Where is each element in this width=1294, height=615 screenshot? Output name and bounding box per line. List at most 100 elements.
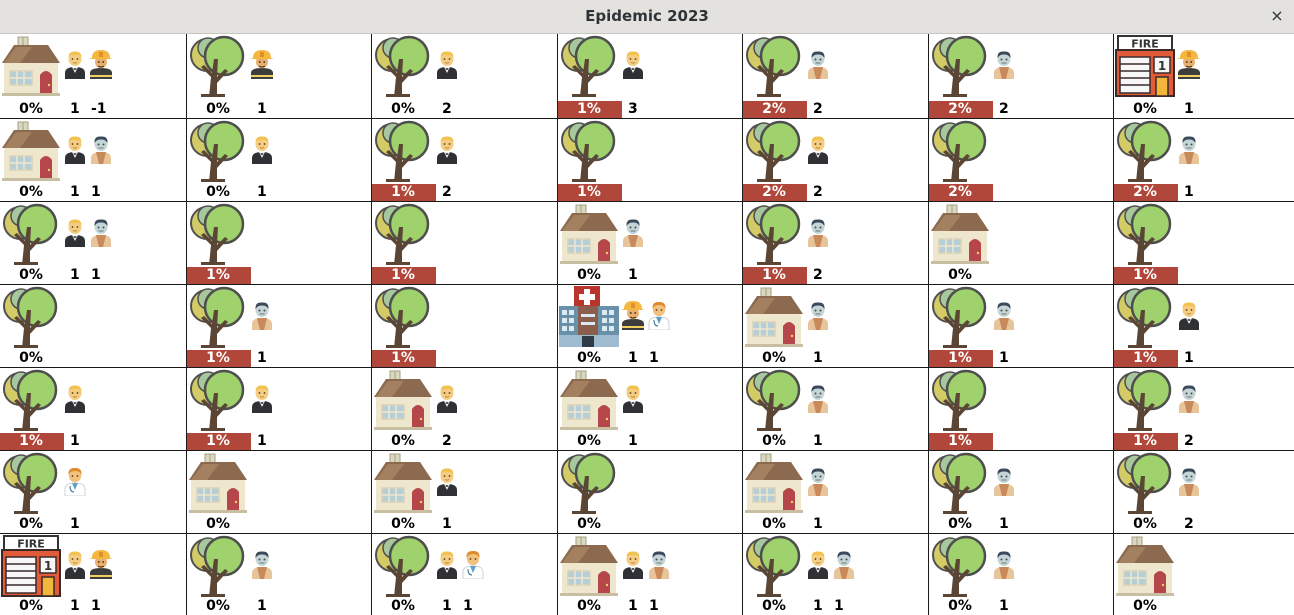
zombie-icon	[805, 383, 831, 413]
infection-bar	[929, 184, 993, 201]
infection-percent: 0%	[762, 598, 786, 614]
zombie-icon	[991, 300, 1017, 330]
tree-icon	[187, 369, 247, 431]
person-count: 2	[442, 101, 452, 117]
grid-cell[interactable]: 0% 1 1	[0, 534, 186, 615]
infection-bar	[1114, 433, 1178, 450]
grid-cell[interactable]: 2% 2	[743, 34, 928, 118]
infection-percent: 0%	[762, 350, 786, 366]
zombie-icon	[805, 217, 831, 247]
grid-cell[interactable]: 0% 1	[187, 34, 371, 118]
grid-cell[interactable]: 1% 3	[558, 34, 742, 118]
grid-cell[interactable]: 1%	[372, 202, 557, 284]
grid-cell[interactable]: 0%	[929, 202, 1113, 284]
tree-icon	[187, 286, 247, 348]
grid-cell[interactable]: 0%	[558, 451, 742, 533]
grid-cell[interactable]: 1% 1	[0, 368, 186, 450]
grid-cell[interactable]: 0% 1	[558, 368, 742, 450]
grid-cell[interactable]: 0% 1	[743, 368, 928, 450]
grid-cell[interactable]: 1%	[929, 368, 1113, 450]
infection-percent: 2%	[762, 184, 786, 200]
person-count: 1	[70, 267, 80, 283]
citizen-icon	[62, 383, 88, 413]
firefighter-icon	[88, 49, 114, 79]
grid-cell[interactable]: 0% 1	[558, 202, 742, 284]
zombie-icon	[991, 466, 1017, 496]
grid-cell[interactable]: 0% 1	[0, 451, 186, 533]
grid-cell[interactable]: 0% 1	[929, 534, 1113, 615]
grid-cell[interactable]: 0%	[187, 451, 371, 533]
grid-cell[interactable]: 1%	[372, 285, 557, 367]
infection-percent: 0%	[19, 598, 43, 614]
grid-cell[interactable]: 0% 1 1	[0, 202, 186, 284]
house-icon	[372, 452, 434, 514]
grid-cell[interactable]: 0% 1	[1114, 34, 1294, 118]
infection-bar	[558, 184, 622, 201]
grid-cell[interactable]: 0% 2	[1114, 451, 1294, 533]
grid-cell[interactable]: 2% 1	[1114, 119, 1294, 201]
grid-cell[interactable]: 2% 2	[929, 34, 1113, 118]
grid-cell[interactable]: 0% 1	[187, 534, 371, 615]
grid-cell[interactable]: 0% 2	[372, 34, 557, 118]
infection-percent: 0%	[19, 184, 43, 200]
grid-cell[interactable]: 0% 1 -1	[0, 34, 186, 118]
infection-bar	[372, 350, 436, 367]
tree-icon	[372, 286, 432, 348]
grid-cell[interactable]: 0%	[0, 285, 186, 367]
person-count: -1	[91, 101, 107, 117]
tree-icon	[743, 203, 803, 265]
grid-cell[interactable]: 2% 2	[743, 119, 928, 201]
grid-cell[interactable]: 1% 2	[1114, 368, 1294, 450]
grid-divider	[371, 34, 372, 615]
infection-bar	[187, 433, 251, 450]
person-count: 1	[1184, 184, 1194, 200]
grid-cell[interactable]: 0% 2	[372, 368, 557, 450]
house-icon	[743, 452, 805, 514]
person-count: 1	[813, 598, 823, 614]
person-count: 1	[1184, 350, 1194, 366]
grid-cell[interactable]: 1% 1	[187, 368, 371, 450]
infection-bar	[743, 101, 807, 118]
grid-cell[interactable]: 0% 1	[372, 451, 557, 533]
grid-cell[interactable]: 2%	[929, 119, 1113, 201]
grid-cell[interactable]: 0% 1 1	[372, 534, 557, 615]
tree-icon	[743, 35, 803, 97]
infection-percent: 0%	[762, 433, 786, 449]
grid-cell[interactable]: 0% 1	[929, 451, 1113, 533]
grid-cell[interactable]: 1% 2	[743, 202, 928, 284]
infection-percent: 0%	[577, 267, 601, 283]
grid-cell[interactable]: 0% 1 1	[558, 285, 742, 367]
infection-percent: 0%	[19, 516, 43, 532]
grid-cell[interactable]: 1%	[558, 119, 742, 201]
tree-icon	[929, 369, 989, 431]
grid-cell[interactable]: 0% 1 1	[0, 119, 186, 201]
grid-cell[interactable]: 1%	[187, 202, 371, 284]
tree-icon	[372, 535, 432, 597]
grid-cell[interactable]: 0% 1 1	[743, 534, 928, 615]
tree-icon	[1114, 286, 1174, 348]
person-count: 2	[813, 184, 823, 200]
firefighter-icon	[249, 49, 275, 79]
grid-cell[interactable]: 1%	[1114, 202, 1294, 284]
infection-percent: 1%	[206, 350, 230, 366]
grid-cell[interactable]: 0% 1 1	[558, 534, 742, 615]
grid-cell[interactable]: 0% 1	[743, 451, 928, 533]
grid-cell[interactable]: 0% 1	[187, 119, 371, 201]
person-count: 1	[649, 598, 659, 614]
grid-cell[interactable]: 1% 2	[372, 119, 557, 201]
close-button[interactable]: ×	[1270, 6, 1284, 25]
citizen-icon	[249, 383, 275, 413]
person-count: 1	[813, 516, 823, 532]
firestation-icon	[1114, 35, 1176, 97]
zombie-icon	[1176, 383, 1202, 413]
grid-cell[interactable]: 1% 1	[1114, 285, 1294, 367]
grid-cell[interactable]: 1% 1	[187, 285, 371, 367]
person-count: 1	[257, 101, 267, 117]
grid-cell[interactable]: 0% 1	[743, 285, 928, 367]
person-count: 1	[834, 598, 844, 614]
grid-cell[interactable]: 1% 1	[929, 285, 1113, 367]
infection-percent: 0%	[206, 516, 230, 532]
person-count: 1	[91, 598, 101, 614]
grid-cell[interactable]: 0%	[1114, 534, 1294, 615]
tree-icon	[372, 35, 432, 97]
